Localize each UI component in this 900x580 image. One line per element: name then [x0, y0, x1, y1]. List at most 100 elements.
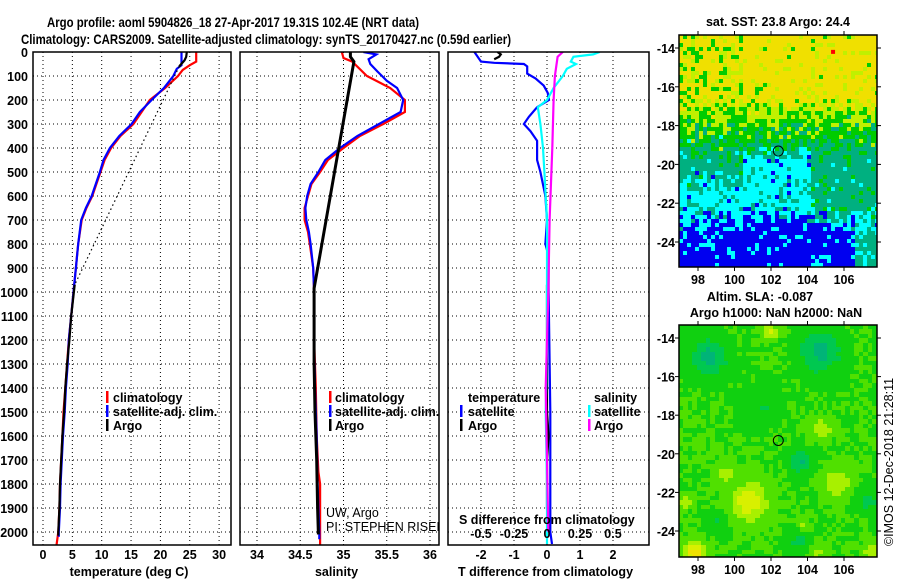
sla-map-subtitle: Argo h1000: NaN h2000: NaN [690, 306, 862, 320]
depth-tick-label: 1400 [0, 382, 28, 396]
s-tick-label: -0.25 [500, 527, 529, 541]
lon-tick-label: 98 [691, 563, 705, 577]
depth-tick-label: 100 [7, 70, 28, 84]
argo-gap-interpolation-line [74, 66, 180, 286]
series-line-climatology [303, 52, 406, 545]
legend-marker [588, 419, 591, 431]
depth-tick-label: 1800 [0, 478, 28, 492]
x-tick-label: 10 [95, 548, 109, 562]
lon-tick-label: 102 [761, 563, 782, 577]
depth-tick-label: 1900 [0, 502, 28, 516]
series-line-argo [178, 52, 188, 68]
x-tick-label: 25 [183, 548, 197, 562]
x-tick-label: 5 [69, 548, 76, 562]
depth-tick-label: 900 [7, 262, 28, 276]
s-tick-label: 0 [544, 527, 551, 541]
argo-float-location-marker [772, 434, 784, 446]
lat-tick-label: -22 [657, 486, 675, 500]
lat-tick-label: -24 [657, 525, 675, 539]
s-axis-label: S difference from climatology [459, 513, 635, 527]
legend-marker [329, 405, 332, 417]
x-tick-label: 35 [337, 548, 351, 562]
x-axis-label: temperature (deg C) [70, 565, 189, 579]
map-frame [678, 34, 878, 268]
argo-float-location-marker [772, 145, 784, 157]
x-tick-label: 36 [423, 548, 437, 562]
lat-tick-label: -18 [657, 120, 675, 134]
depth-tick-label: 1700 [0, 454, 28, 468]
legend-marker [329, 419, 332, 431]
lat-tick-label: -14 [657, 332, 675, 346]
legend-marker [106, 405, 109, 417]
title-line-1: Argo profile: aoml 5904826_18 27-Apr-201… [47, 14, 419, 30]
s-tick-label: 0.5 [604, 527, 621, 541]
lon-tick-label: 106 [834, 563, 855, 577]
lat-tick-label: -20 [657, 158, 675, 172]
x-tick-label: -2 [475, 548, 486, 562]
x-tick-label: 0 [544, 548, 551, 562]
depth-tick-label: 700 [7, 214, 28, 228]
legend-marker [329, 391, 332, 403]
depth-tick-label: 200 [7, 94, 28, 108]
series-line-salinity-argo [544, 52, 564, 533]
legend-label: satellite-adj. clim. [335, 405, 439, 419]
legend-label: Argo [594, 419, 624, 433]
sla-map: 98 100 102 104 106 -14 -16 -18 -20 -22 -24 Altim. S… [657, 290, 881, 577]
s-tick-label: -0.5 [470, 527, 492, 541]
sla-map-title: Altim. SLA: -0.087 [707, 290, 813, 304]
x-axis-label: T difference from climatology [458, 565, 633, 579]
legend-label: satellite [468, 405, 515, 419]
sst-map-title: sat. SST: 23.8 Argo: 24.4 [706, 15, 850, 29]
s-tick-label: 0.25 [568, 527, 592, 541]
depth-tick-label: 1100 [1, 310, 28, 324]
lat-tick-label: -24 [657, 236, 675, 250]
lat-tick-label: -16 [657, 371, 675, 385]
annotation-line: UW, Argo [326, 506, 379, 520]
lat-tick-label: -20 [657, 448, 675, 462]
lat-tick-label: -22 [657, 197, 675, 211]
lon-tick-label: 102 [761, 273, 782, 287]
map-frame [678, 324, 878, 558]
panel-frame [447, 51, 650, 546]
x-tick-label: 34.5 [288, 548, 312, 562]
depth-tick-label: 400 [7, 142, 28, 156]
depth-tick-label: 1000 [0, 286, 28, 300]
series-group [55, 52, 198, 545]
legend-marker [106, 391, 109, 403]
depth-tick-label: 300 [7, 118, 28, 132]
series-line-temperature-argo [493, 52, 503, 61]
series-line-satellite-adj-clim- [57, 52, 183, 537]
legend-label: Argo [335, 419, 365, 433]
x-tick-label: 20 [153, 548, 167, 562]
legend-heading: salinity [594, 391, 637, 405]
depth-tick-label: 1200 [0, 334, 28, 348]
depth-tick-label: 1500 [0, 406, 28, 420]
copyright-stamp: ©IMOS 12-Dec-2018 21:28:11 [882, 378, 896, 546]
x-tick-label: 34 [250, 548, 264, 562]
annotation-line: PI: STEPHEN RISER [326, 520, 445, 534]
depth-tick-label: 2000 [0, 526, 28, 540]
lon-tick-label: 104 [797, 563, 818, 577]
legend-label: climatology [113, 391, 183, 405]
series-line-satellite-adj-clim- [304, 52, 405, 540]
lon-tick-label: 106 [834, 273, 855, 287]
legend-label: Argo [113, 419, 143, 433]
sst-map: 98 100 102 104 106 -14 -16 -18 -20 -22 -24 sat. SST… [657, 15, 881, 287]
series-line-argo [57, 284, 76, 536]
legend-label: satellite-adj. clim. [113, 405, 217, 419]
x-tick-label: 2 [610, 548, 617, 562]
x-tick-label: 1 [577, 548, 584, 562]
panel-frame [239, 51, 440, 546]
title-line-2: Climatology: CARS2009. Satellite-adjuste… [21, 31, 511, 47]
series-group [303, 52, 406, 545]
x-tick-label: 30 [212, 548, 226, 562]
legend-marker [460, 419, 463, 431]
lon-tick-label: 104 [797, 273, 818, 287]
depth-tick-label: 1300 [0, 358, 28, 372]
x-tick-label: 15 [124, 548, 138, 562]
lat-tick-label: -18 [657, 409, 675, 423]
lon-tick-label: 98 [691, 273, 705, 287]
legend-label: climatology [335, 391, 405, 405]
temperature-panel [32, 51, 232, 546]
